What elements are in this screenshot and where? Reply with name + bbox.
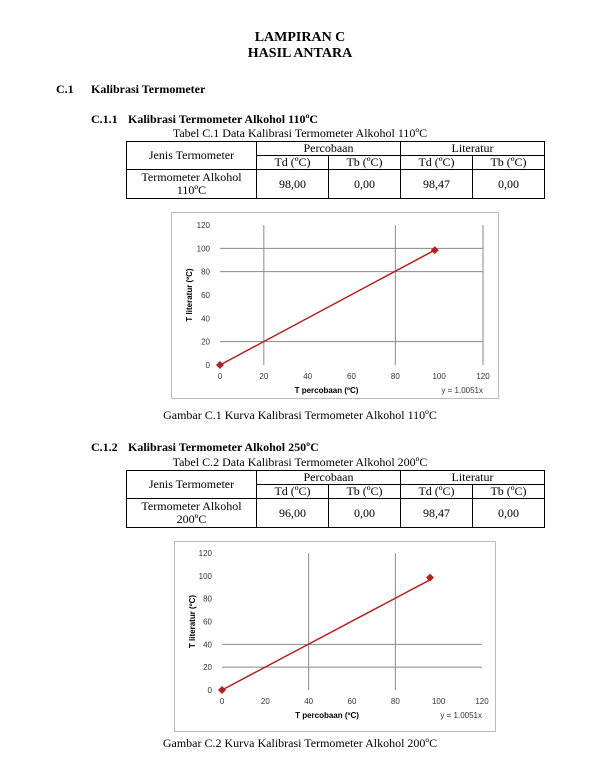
x-tick-label: 20 [261, 697, 270, 706]
subsection-title: Kalibrasi Termometer Alkohol 110ºC [128, 112, 319, 126]
y-tick-label: 100 [199, 572, 213, 581]
x-tick-label: 100 [432, 372, 446, 381]
y-tick-label: 20 [203, 663, 212, 672]
x-tick-label: 120 [475, 697, 489, 706]
cell-perc-tb: 0,00 [328, 169, 401, 199]
appendix-title: LAMPIRAN C [254, 30, 346, 45]
cell-lit-td: 98,47 [400, 169, 473, 199]
y-tick-label: 20 [201, 338, 210, 347]
cell-lit-tb: 0,00 [472, 498, 545, 528]
trendline-equation: y = 1.0051x [441, 386, 483, 395]
cell-jenis: Termometer Alkohol 200ºC [126, 498, 257, 528]
y-tick-label: 60 [201, 291, 210, 300]
data-table: Jenis Termometer Percobaan Literatur Td … [126, 141, 545, 199]
x-tick-label: 0 [218, 372, 223, 381]
header-tb: Tb (ºC) [472, 155, 545, 170]
figure-caption: Gambar C.1 Kurva Kalibrasi Termometer Al… [163, 408, 437, 422]
x-tick-label: 20 [259, 372, 268, 381]
header-percobaan: Percobaan [256, 470, 401, 485]
subsection-number: C.1.2 [91, 440, 118, 454]
subsection-title: Kalibrasi Termometer Alkohol 250ºC [128, 440, 319, 454]
header-td: Td (ºC) [400, 155, 473, 170]
section-title: Kalibrasi Termometer [91, 82, 206, 96]
subsection-number: C.1.1 [91, 112, 118, 126]
x-tick-label: 80 [391, 697, 400, 706]
header-literatur: Literatur [400, 470, 545, 485]
cell-perc-tb: 0,00 [328, 498, 401, 528]
calibration-chart: 0 20 40 60 80 100 120 0 20 40 60 80 100 120 T percobaa… [174, 541, 496, 732]
data-point [218, 686, 226, 694]
x-tick-label: 80 [391, 372, 400, 381]
trendline-equation: y = 1.0051x [440, 711, 482, 720]
header-tb: Tb (ºC) [472, 484, 545, 499]
header-jenis: Jenis Termometer [126, 141, 257, 170]
calibration-chart: 0 20 40 60 80 100 120 0 20 40 60 80 100 120 T percobaa… [171, 212, 499, 399]
y-tick-label: 40 [201, 314, 210, 323]
header-td: Td (ºC) [256, 484, 329, 499]
x-tick-label: 60 [348, 697, 357, 706]
data-table: Jenis Termometer Percobaan Literatur Td … [126, 470, 545, 528]
y-tick-label: 100 [197, 244, 211, 253]
cell-jenis: Termometer Alkohol 110ºC [126, 169, 257, 199]
header-tb: Tb (ºC) [328, 484, 401, 499]
x-axis-label: T percobaan (ºC) [295, 711, 359, 720]
y-tick-label: 120 [199, 549, 213, 558]
data-point [216, 361, 224, 369]
cell-perc-td: 98,00 [256, 169, 329, 199]
header-tb: Tb (ºC) [328, 155, 401, 170]
y-axis-label: T literatur (ºC) [188, 595, 197, 648]
header-jenis: Jenis Termometer [126, 470, 257, 499]
y-tick-label: 40 [203, 640, 212, 649]
x-tick-label: 40 [303, 372, 312, 381]
y-tick-label: 60 [203, 618, 212, 627]
x-tick-label: 100 [432, 697, 446, 706]
table-caption: Tabel C.2 Data Kalibrasi Termometer Alko… [172, 455, 428, 469]
data-point [430, 246, 439, 255]
data-point [426, 573, 434, 582]
y-axis-label: T literatur (ºC) [185, 268, 194, 321]
appendix-subtitle: HASIL ANTARA [247, 46, 353, 61]
y-tick-label: 0 [206, 361, 211, 370]
x-tick-label: 60 [347, 372, 356, 381]
trendline [219, 249, 436, 366]
y-tick-label: 0 [208, 686, 213, 695]
table-caption: Tabel C.1 Data Kalibrasi Termometer Alko… [172, 126, 428, 140]
trendline [221, 579, 431, 691]
chart-svg: 0 20 40 60 80 100 120 0 20 40 60 80 100 120 T percobaa… [188, 549, 489, 720]
cell-lit-tb: 0,00 [472, 169, 545, 199]
figure-caption: Gambar C.2 Kurva Kalibrasi Termometer Al… [162, 736, 438, 750]
x-tick-label: 120 [476, 372, 490, 381]
cell-perc-td: 96,00 [256, 498, 329, 528]
cell-lit-td: 98,47 [400, 498, 473, 528]
header-td: Td (ºC) [400, 484, 473, 499]
x-tick-label: 40 [304, 697, 313, 706]
y-tick-label: 120 [197, 221, 211, 230]
x-tick-label: 0 [220, 697, 225, 706]
y-tick-label: 80 [201, 268, 210, 277]
header-percobaan: Percobaan [256, 141, 401, 156]
header-td: Td (ºC) [256, 155, 329, 170]
x-axis-label: T percobaan (ºC) [295, 386, 359, 395]
y-tick-label: 80 [203, 595, 212, 604]
header-literatur: Literatur [400, 141, 545, 156]
chart-svg: 0 20 40 60 80 100 120 0 20 40 60 80 100 120 T percobaa… [185, 221, 490, 395]
section-number: C.1 [56, 82, 74, 96]
